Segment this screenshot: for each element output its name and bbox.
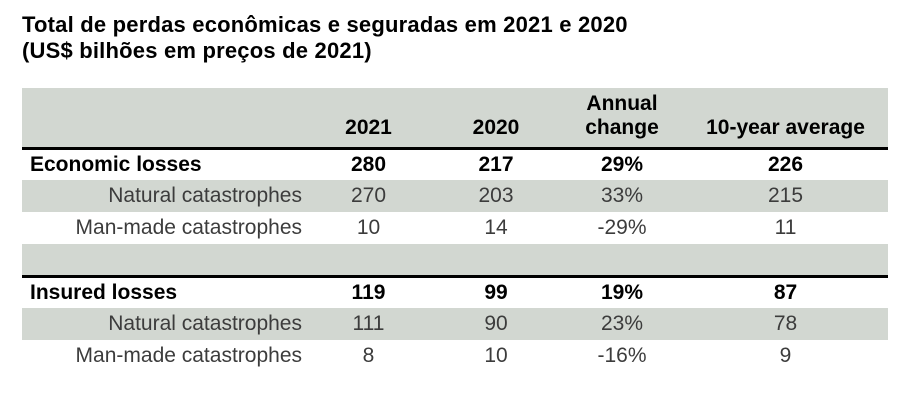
table-row-economic-losses: Economic losses 280 217 29% 226	[22, 148, 888, 180]
cell-annual-change: 19%	[600, 280, 644, 304]
cell-2021: 10	[356, 216, 381, 239]
cell-annual-change: 29%	[600, 152, 644, 176]
header-empty-cell	[22, 88, 306, 150]
spacer-cell	[22, 244, 888, 278]
cell-2020: 203	[431, 180, 561, 212]
cell-annual-change: -29%	[597, 216, 647, 239]
cell-2020: 90	[431, 308, 561, 340]
cell-10-year-average: 215	[683, 180, 888, 212]
cell-annual-change: 33%	[561, 180, 683, 212]
row-label: Man-made catastrophes	[75, 344, 302, 367]
cell-2021: 8	[362, 344, 375, 367]
header-2020: 2020	[431, 88, 561, 150]
cell-10-year-average: 11	[774, 216, 797, 239]
figure-title: Total de perdas econômicas e seguradas e…	[0, 0, 900, 64]
cell-annual-change: -16%	[597, 344, 647, 367]
cell-2021: 111	[306, 308, 431, 340]
cell-10-year-average: 87	[773, 280, 798, 304]
cell-10-year-average: 78	[683, 308, 888, 340]
table-row-man-made-catastrophes-insured: Man-made catastrophes 8 10 -16% 9	[22, 340, 888, 372]
cell-2020: 217	[478, 152, 514, 176]
cell-2020: 10	[484, 344, 508, 367]
figure-title-line2: (US$ bilhões em preços de 2021)	[22, 38, 372, 63]
row-label: Insured losses	[30, 280, 178, 304]
header-row: 2021 2020 Annual change 10-year average	[22, 88, 888, 150]
losses-table: 2021 2020 Annual change 10-year average …	[22, 88, 888, 372]
figure-title-line1: Total de perdas econômicas e seguradas e…	[22, 12, 628, 37]
row-label: Natural catastrophes	[22, 180, 306, 212]
table-row-natural-catastrophes-economic: Natural catastrophes 270 203 33% 215	[22, 180, 888, 212]
table-row-insured-losses: Insured losses 119 99 19% 87	[22, 276, 888, 308]
cell-10-year-average: 226	[767, 152, 804, 176]
cell-2021: 119	[351, 280, 386, 304]
table-header: 2021 2020 Annual change 10-year average	[22, 88, 888, 150]
cell-2020: 14	[484, 216, 508, 239]
table-row-man-made-catastrophes-economic: Man-made catastrophes 10 14 -29% 11	[22, 212, 888, 244]
table-body: Economic losses 280 217 29% 226 Natural …	[22, 148, 888, 372]
header-2021: 2021	[306, 88, 431, 150]
row-label: Natural catastrophes	[22, 308, 306, 340]
cell-10-year-average: 9	[779, 344, 792, 367]
header-annual-change: Annual change	[561, 88, 683, 150]
row-label: Economic losses	[30, 152, 202, 176]
cell-2021: 280	[350, 152, 387, 176]
cell-annual-change: 23%	[561, 308, 683, 340]
cell-2020: 99	[484, 280, 508, 304]
table-row-natural-catastrophes-insured: Natural catastrophes 111 90 23% 78	[22, 308, 888, 340]
cell-2021: 270	[306, 180, 431, 212]
row-label: Man-made catastrophes	[75, 216, 302, 239]
header-10-year-average: 10-year average	[683, 88, 888, 150]
spacer-row	[22, 244, 888, 278]
